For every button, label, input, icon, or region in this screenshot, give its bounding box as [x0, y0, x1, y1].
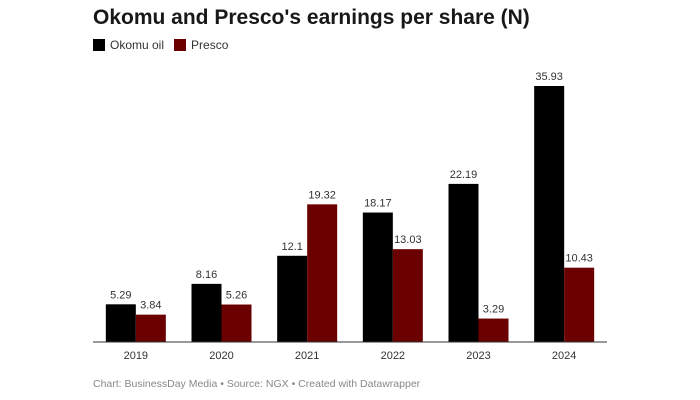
data-label-presco-2022: 13.03 — [394, 234, 422, 246]
chart-footer: Chart: BusinessDay Media • Source: NGX •… — [93, 378, 421, 390]
bar-okomu-2019 — [105, 304, 136, 342]
x-tick-label-2019: 2019 — [124, 350, 148, 362]
data-label-okomu-2022: 18.17 — [364, 198, 392, 210]
x-tick-label-2021: 2021 — [295, 350, 319, 362]
data-label-presco-2020: 5.26 — [226, 290, 247, 302]
data-label-presco-2023: 3.29 — [483, 304, 504, 316]
data-label-okomu-2020: 8.16 — [196, 269, 217, 281]
legend-swatch-presco — [174, 39, 187, 51]
data-label-okomu-2019: 5.29 — [110, 289, 131, 301]
data-label-okomu-2024: 35.93 — [535, 71, 563, 83]
legend-label-presco: Presco — [191, 38, 229, 52]
bar-presco-2024 — [564, 267, 595, 342]
legend-swatch-okomu — [93, 39, 105, 51]
bar-presco-2020 — [221, 304, 252, 342]
bar-okomu-2024 — [534, 86, 565, 342]
data-label-okomu-2021: 12.1 — [281, 241, 302, 253]
legend-item-presco: Presco — [174, 38, 228, 52]
data-label-presco-2021: 19.32 — [308, 189, 336, 201]
legend-item-okomu: Okomu oil — [93, 38, 164, 52]
data-label-presco-2019: 3.84 — [140, 300, 161, 312]
chart-title: Okomu and Presco's earnings per share (N… — [93, 6, 530, 29]
legend: Okomu oil Presco — [93, 38, 238, 52]
bar-presco-2021 — [307, 204, 338, 342]
bar-okomu-2021 — [277, 255, 308, 342]
bar-okomu-2020 — [191, 283, 222, 342]
data-label-presco-2024: 10.43 — [565, 253, 593, 265]
x-tick-label-2023: 2023 — [466, 350, 490, 362]
bar-presco-2023 — [478, 318, 509, 342]
bar-presco-2019 — [135, 314, 166, 342]
data-label-okomu-2023: 22.19 — [450, 169, 478, 181]
legend-label-okomu: Okomu oil — [110, 38, 165, 52]
x-tick-label-2024: 2024 — [552, 350, 576, 362]
bar-presco-2022 — [392, 249, 423, 342]
bar-okomu-2022 — [362, 212, 393, 342]
x-tick-label-2022: 2022 — [381, 350, 405, 362]
x-tick-label-2020: 2020 — [209, 350, 233, 362]
bar-okomu-2023 — [448, 183, 479, 342]
